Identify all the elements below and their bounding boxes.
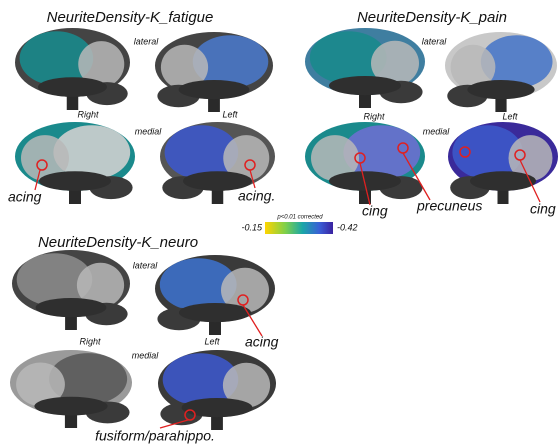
temporal-lobe <box>179 303 251 322</box>
brain <box>305 28 425 108</box>
annotation: acing. <box>238 188 275 204</box>
brain <box>12 250 130 330</box>
view-label: Right <box>79 336 101 346</box>
temporal-lobe <box>36 298 107 317</box>
panel-title: NeuriteDensity-K_pain <box>357 9 507 26</box>
view-label: Left <box>222 109 238 119</box>
brain <box>445 32 557 112</box>
colorbar-max: -0.42 <box>337 222 358 232</box>
brain <box>155 255 275 335</box>
temporal-lobe <box>329 171 401 191</box>
brain <box>155 32 273 112</box>
temporal-lobe <box>38 77 107 97</box>
panel-title: NeuriteDensity-K_fatigue <box>47 9 214 26</box>
colorbar-note: p<0.01 corrected <box>276 215 323 221</box>
temporal-lobe <box>179 80 250 99</box>
view-label: lateral <box>422 36 448 46</box>
brain <box>158 350 276 430</box>
colorbar-min: -0.15 <box>241 222 263 232</box>
view-label: medial <box>132 350 160 360</box>
temporal-lobe <box>34 397 107 416</box>
temporal-lobe <box>39 171 111 191</box>
temporal-lobe <box>182 398 253 417</box>
brain <box>15 28 130 110</box>
view-label: Left <box>204 336 220 346</box>
view-label: Right <box>363 111 385 121</box>
temporal-lobe <box>329 76 401 95</box>
figure: NeuriteDensity-K_fatigue lateral Right m… <box>0 0 559 448</box>
brain <box>448 122 558 204</box>
panel-title: NeuriteDensity-K_neuro <box>38 234 198 251</box>
view-label: Right <box>77 109 99 119</box>
page: NeuriteDensity-K_fatigue lateral Right m… <box>0 0 559 448</box>
temporal-lobe <box>467 80 534 99</box>
annotation: cing <box>362 203 388 219</box>
view-label: Left <box>502 111 518 121</box>
annotation: acing <box>8 189 42 205</box>
view-label: lateral <box>134 36 160 46</box>
brain <box>10 350 132 428</box>
annotation: precuneus <box>416 198 482 214</box>
annotation: acing <box>245 334 279 350</box>
colorbar <box>265 222 333 234</box>
annotation: fusiform/parahippo. <box>95 428 215 444</box>
view-label: medial <box>423 126 451 136</box>
view-label: medial <box>135 126 163 136</box>
brain <box>305 122 425 204</box>
annotation: cing <box>530 201 556 217</box>
view-label: lateral <box>133 260 159 270</box>
